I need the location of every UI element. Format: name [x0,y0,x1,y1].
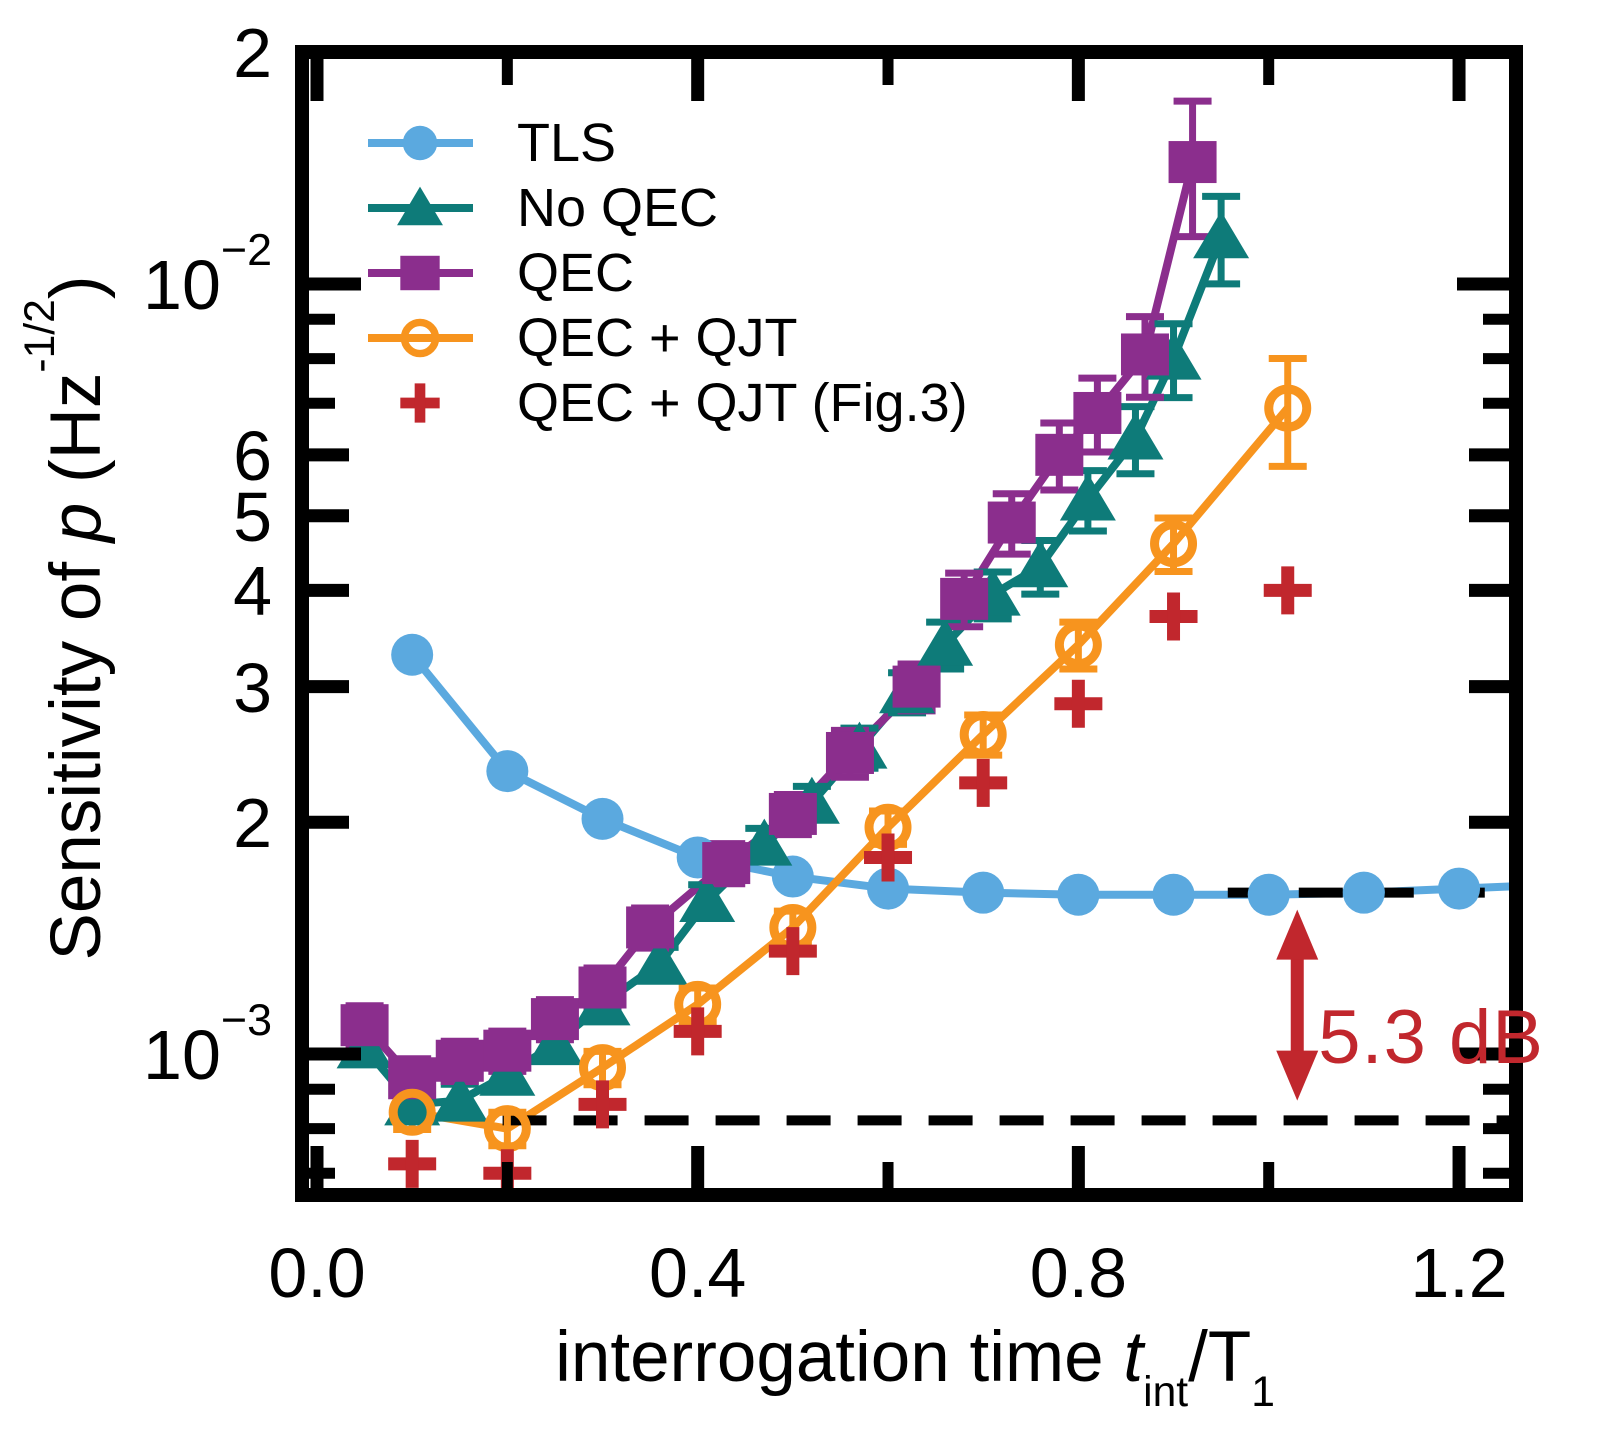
y-tick-text: 2 [233,14,272,93]
y-tick-label: 10−2 [143,227,272,320]
y-tick-label: 10−3 [143,997,272,1090]
x-tick-text: 0.8 [1029,1234,1128,1312]
legend-label: QEC + QJT [517,307,798,368]
x-title-midsub: 1 [1251,1367,1275,1416]
y-tick-text: 2 [233,784,272,863]
x-tick-label: 0.8 [1030,1238,1127,1308]
x-title-pre: interrogation time [555,1318,1124,1397]
plot-frame [295,45,1523,1202]
y-tick-text: 3 [233,648,272,727]
y-tick-text: 5 [233,477,272,556]
y-axis-title: Sensitivity of p (Hz-1/2) [16,276,116,961]
x-tick-text: 0.0 [268,1234,366,1312]
legend-item-tls: TLS [368,110,968,175]
legend: TLS No QEC QEC QEC + QJT QEC + QJT (Fig.… [368,110,968,435]
y-tick-text: 10 [143,1016,221,1095]
no-qec-marker-icon [368,186,473,225]
series-markers-3 [388,384,1312,1153]
y-tick-text: 10 [143,246,221,325]
x-title-varsub: int [1143,1367,1189,1416]
series-markers-4 [388,566,1312,1188]
x-title-mid: /T [1188,1318,1252,1397]
data-layer [336,97,1509,1188]
gain-annotation-label: 5.3 dB [1318,994,1544,1080]
x-tick-label: 1.2 [1410,1238,1507,1308]
y-title-mid: (Hz [36,372,116,503]
legend-label: No QEC [517,177,719,238]
y-tick-label: 5 [233,480,272,552]
legend-item-qec: QEC [368,240,968,305]
y-tick-label: 2 [233,16,272,88]
y-tick-exp: −2 [220,224,272,275]
y-title-post: ) [36,275,116,300]
qec-marker-icon [368,255,473,290]
y-tick-label: 4 [233,554,272,627]
legend-item-no-qec: No QEC [368,175,968,240]
y-tick-label: 3 [233,650,272,723]
series-markers-2 [340,141,1217,1100]
x-tick-label: 0.4 [649,1238,746,1308]
legend-label: QEC [517,242,635,303]
legend-label: TLS [517,112,617,173]
gain-arrow [1276,909,1319,1101]
y-tick-text: 6 [233,416,272,495]
tick-marks [309,59,1509,1188]
x-tick-text: 0.4 [649,1234,747,1312]
error-bar [1268,354,1307,470]
qec-qjt-marker-icon [368,318,473,357]
qec-qjt-fig3-marker-icon [400,382,440,423]
legend-label: QEC + QJT (Fig.3) [517,372,968,433]
x-axis-title: interrogation time tint/T1 [555,1322,1275,1413]
tls-marker-icon [368,125,473,160]
series-markers-0 [391,633,1481,916]
x-tick-text: 1.2 [1410,1234,1508,1312]
y-title-var: p [36,502,116,543]
x-tick-label: 0.0 [268,1238,365,1308]
legend-item-qec-qjt: QEC + QJT [368,305,968,370]
series-line-3 [411,405,1291,1133]
legend-item-qec-qjt-fig3: QEC + QJT (Fig.3) [368,370,968,435]
y-tick-text: 4 [233,552,272,631]
y-title-pre: Sensitivity of [36,542,116,961]
y-tick-label: 6 [233,419,272,491]
x-title-var: t [1123,1318,1144,1397]
y-title-sup: -1/2 [15,299,64,373]
y-tick-label: 2 [233,786,272,858]
y-tick-exp: −3 [220,994,272,1045]
